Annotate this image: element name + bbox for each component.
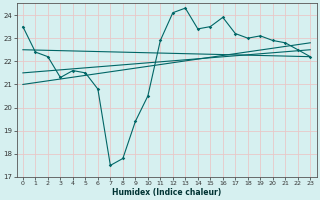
X-axis label: Humidex (Indice chaleur): Humidex (Indice chaleur): [112, 188, 221, 197]
